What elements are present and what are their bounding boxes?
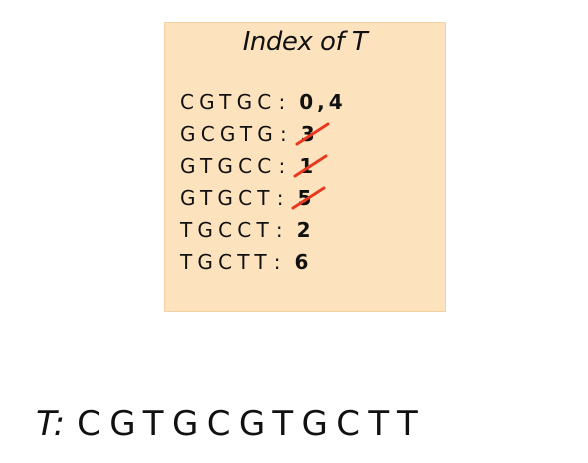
offsets-struck: 1 — [293, 154, 328, 178]
colon: : — [278, 90, 286, 114]
index-row-tgctt: TGCTT : 6 — [180, 245, 312, 279]
kmer: TGCTT — [180, 250, 272, 274]
strike-through-mark — [293, 154, 328, 178]
text-sequence: CGTGCGTGCTT — [77, 404, 427, 444]
offsets: 0,4 — [299, 90, 347, 114]
text-line: T: CGTGCGTGCTT — [36, 398, 426, 450]
colon: : — [275, 218, 283, 242]
colon: : — [273, 250, 281, 274]
text-label: T: — [36, 404, 66, 444]
index-row-cgtgc: CGTGC : 0,4 — [180, 85, 347, 119]
colon: : — [278, 154, 286, 178]
strike-through-mark — [295, 122, 330, 146]
kmer: CGTGC — [180, 90, 277, 114]
offsets: 2 — [296, 218, 315, 242]
offsets-struck: 5 — [291, 186, 326, 210]
index-row-tgcct: TGCCT : 2 — [180, 213, 315, 247]
index-row-gtgcc: GTGCC : 1 — [180, 149, 328, 183]
index-row-gtgct: GTGCT : 5 — [180, 181, 326, 215]
colon: : — [276, 186, 284, 210]
kmer: GTGCC — [180, 154, 277, 178]
offsets-struck: 3 — [295, 122, 330, 146]
kmer: GTGCT — [180, 186, 275, 210]
index-title: Index of T — [242, 27, 368, 57]
colon: : — [279, 122, 287, 146]
offsets: 6 — [294, 250, 313, 274]
index-row-gcgtg: GCGTG : 3 — [180, 117, 330, 151]
kmer: TGCCT — [180, 218, 274, 242]
kmer: GCGTG — [180, 122, 278, 146]
index-box: Index of T CGTGC : 0,4 GCGTG : 3 GTGCC :… — [164, 22, 446, 312]
strike-through-mark — [291, 186, 326, 210]
